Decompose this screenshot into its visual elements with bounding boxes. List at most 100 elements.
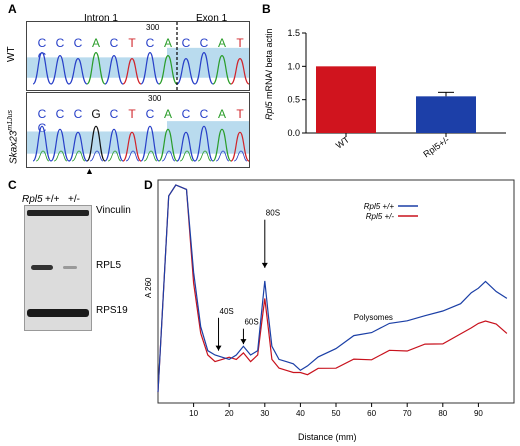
wt-base-calls: C C C A C T C A C C A TC bbox=[33, 36, 249, 64]
wt-trace bbox=[27, 22, 249, 90]
y-tick-label: 1.0 bbox=[287, 61, 300, 71]
blot-lane1-label: +/+ bbox=[45, 194, 60, 205]
trace-peak bbox=[50, 54, 70, 85]
base-call: C bbox=[145, 107, 155, 121]
x-tick-label: 20 bbox=[225, 409, 234, 418]
trace-peak bbox=[230, 57, 249, 85]
wt-position-label: 300 bbox=[146, 23, 160, 32]
legend-entry-0: Rpl5 +/+ bbox=[364, 202, 395, 211]
x-tick-label: 40 bbox=[296, 409, 305, 418]
intron-label: Intron 1 bbox=[84, 13, 118, 24]
base-call: C bbox=[55, 36, 65, 50]
base-call: C bbox=[37, 107, 47, 121]
trace-noise bbox=[53, 150, 68, 162]
mutant-base-calls: C C C G C T C A C C A TC bbox=[33, 107, 249, 135]
mut-position-label: 300 bbox=[148, 94, 162, 103]
trace-peak bbox=[104, 128, 124, 162]
series-wt-line bbox=[157, 184, 508, 393]
x-tick-label: 90 bbox=[474, 409, 483, 418]
base-call: A bbox=[217, 107, 226, 121]
bar-chart: 0.0 0.5 1.0 1.5 WT Rpl5+/- bbox=[287, 28, 506, 159]
trace-peak bbox=[32, 125, 52, 162]
trace-peak bbox=[122, 57, 142, 85]
trace-peak bbox=[68, 131, 88, 162]
vinculin-label: Vinculin bbox=[96, 205, 131, 216]
trace-peak bbox=[230, 131, 249, 162]
trace-noise bbox=[89, 150, 104, 162]
blot-lane2-label: +/- bbox=[68, 194, 80, 205]
base-call: C bbox=[145, 36, 155, 50]
x-tick-label: 80 bbox=[438, 409, 447, 418]
trace-noise bbox=[179, 150, 194, 162]
rps19-band bbox=[27, 309, 89, 317]
trace-peak bbox=[140, 51, 160, 85]
wt-chromatogram: 300 C C C A C T C A C C A TC bbox=[26, 21, 250, 91]
trace-peak bbox=[194, 51, 214, 85]
trace-peak bbox=[86, 125, 106, 162]
rpl5-band-het bbox=[63, 266, 77, 269]
x-tick-label: 60 bbox=[367, 409, 376, 418]
trace-noise bbox=[197, 150, 212, 162]
base-call: C bbox=[37, 50, 47, 64]
plot-frame bbox=[157, 179, 515, 404]
legend-entry-1: Rpl5 +/- bbox=[366, 212, 395, 221]
y-tick-label: 0.0 bbox=[287, 128, 300, 138]
blot-gene-label: Rpl5 bbox=[22, 194, 43, 205]
quality-shading bbox=[167, 121, 249, 154]
base-call: C bbox=[37, 36, 47, 50]
trace-peak bbox=[194, 125, 214, 162]
rps19-label: RPS19 bbox=[96, 305, 128, 316]
panel-d-label: D bbox=[144, 178, 153, 192]
trace-peak bbox=[50, 128, 70, 162]
quality-shading bbox=[27, 131, 167, 154]
annotation-arrowhead-2 bbox=[261, 262, 268, 268]
x-tick-label: 10 bbox=[189, 409, 198, 418]
trace-peak bbox=[104, 54, 124, 85]
annotation-label-1: 60S bbox=[244, 318, 258, 327]
base-call: A bbox=[217, 36, 226, 50]
trace-peak bbox=[122, 131, 142, 162]
panel-b-ylabel: Rpl5 mRNA/ beta actin bbox=[264, 28, 274, 120]
trace-peak bbox=[68, 57, 88, 85]
panel-b-label: B bbox=[262, 2, 271, 16]
trace-noise bbox=[233, 150, 248, 162]
base-call: T bbox=[128, 36, 136, 50]
trace-peak bbox=[32, 51, 52, 85]
mutant-row-label: Skax23m1Jus bbox=[7, 110, 20, 164]
trace-noise bbox=[71, 150, 86, 162]
trace-peak bbox=[176, 57, 196, 85]
mutation-arrow-icon: ▲ bbox=[85, 166, 94, 176]
bar-0 bbox=[316, 66, 376, 133]
x-tick-label: 30 bbox=[260, 409, 269, 418]
trace-noise bbox=[215, 150, 230, 162]
panel-a-label: A bbox=[8, 2, 17, 16]
series-het-line bbox=[157, 184, 508, 393]
rpl5-band-wt bbox=[31, 265, 53, 270]
rpl5-label: RPL5 bbox=[96, 260, 122, 271]
exon-label: Exon 1 bbox=[196, 13, 228, 24]
bar-1 bbox=[416, 96, 476, 133]
vinculin-band bbox=[27, 210, 89, 216]
quality-shading bbox=[27, 57, 167, 78]
trace-peak bbox=[212, 128, 232, 162]
profile-ylabel: A 260 bbox=[144, 277, 153, 298]
annotation-arrowhead-1 bbox=[240, 339, 247, 345]
x-tick-label: 70 bbox=[403, 409, 412, 418]
base-call: C bbox=[109, 107, 119, 121]
base-call: C bbox=[109, 36, 119, 50]
mutant-chromatogram: 300 C C C G C T C A C C A TC bbox=[26, 92, 250, 168]
base-call: C bbox=[55, 107, 65, 121]
trace-noise bbox=[35, 150, 50, 162]
trace-peak bbox=[158, 128, 178, 162]
x-tick-label: WT bbox=[334, 134, 352, 151]
base-call: C bbox=[181, 107, 191, 121]
base-call: G bbox=[91, 107, 101, 121]
western-blot bbox=[24, 205, 92, 331]
base-call: A bbox=[91, 36, 100, 50]
x-tick-label: 50 bbox=[332, 409, 341, 418]
polysomes-label: Polysomes bbox=[354, 313, 393, 322]
base-call: C bbox=[181, 36, 191, 50]
base-call: C bbox=[73, 36, 83, 50]
base-call: A bbox=[163, 107, 172, 121]
panel-c-label: C bbox=[8, 178, 17, 192]
